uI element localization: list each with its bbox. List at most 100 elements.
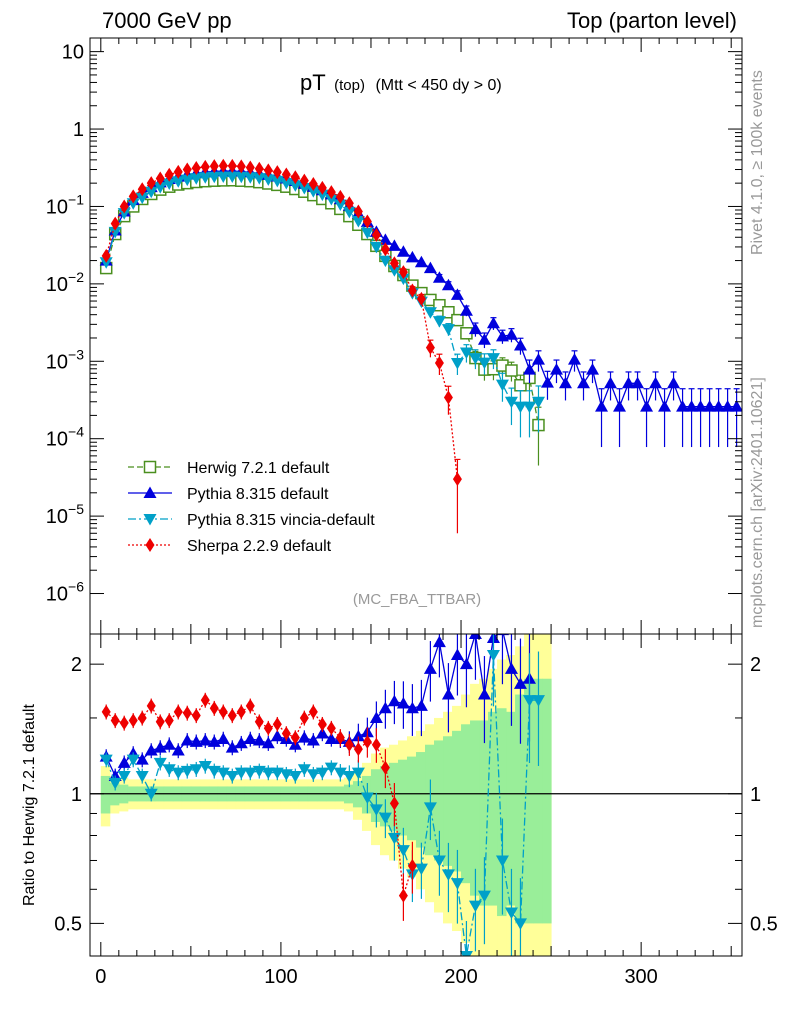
data-point	[117, 208, 131, 220]
data-point	[432, 271, 446, 283]
ratio-point	[198, 733, 212, 746]
ratio-point	[243, 732, 257, 745]
data-point	[531, 396, 545, 409]
ratio-point	[414, 699, 428, 711]
ratio-point	[432, 855, 446, 867]
data-point	[119, 199, 129, 214]
legend-entry: Herwig 7.2.1 default	[128, 460, 330, 477]
series-line	[105, 175, 539, 408]
main-data-layer	[99, 158, 742, 534]
data-point	[324, 193, 338, 206]
ratio-point	[297, 764, 311, 776]
ratio-point	[263, 721, 273, 736]
data-point	[396, 273, 410, 286]
data-point	[317, 180, 327, 195]
data-point	[306, 186, 320, 198]
ratio-point	[281, 726, 291, 741]
legend-marker	[143, 514, 157, 526]
data-point	[504, 328, 518, 340]
ratio-point	[450, 878, 464, 890]
data-point	[198, 172, 212, 184]
ratio-point	[200, 693, 210, 708]
ratio-point	[504, 907, 518, 919]
ratio-point	[297, 731, 311, 743]
data-point	[164, 167, 174, 182]
ratio-point	[468, 634, 482, 639]
data-point	[504, 396, 518, 409]
data-point	[531, 353, 545, 365]
side-source: mcplots.cern.ch [arXiv:2401.10621]	[749, 377, 766, 628]
data-point	[414, 255, 428, 268]
ratio-y-tick-label-right: 2	[750, 654, 761, 676]
data-point	[432, 316, 446, 328]
band-inner	[470, 720, 480, 896]
data-point	[344, 196, 354, 211]
data-point	[351, 215, 365, 228]
ratio-point	[236, 704, 246, 719]
band-inner	[515, 694, 525, 924]
data-point	[387, 239, 401, 251]
y-tick-label: 1	[73, 119, 84, 141]
ratio-point	[344, 737, 354, 752]
data-point	[162, 178, 176, 190]
data-point	[155, 171, 165, 186]
data-point	[137, 182, 147, 197]
ratio-point	[117, 770, 131, 783]
data-point	[326, 185, 336, 200]
series-2	[99, 171, 545, 438]
ratio-point	[261, 767, 275, 780]
data-point	[207, 171, 221, 184]
ratio-point	[362, 734, 372, 749]
ratio-point	[369, 804, 383, 816]
ratio-point	[180, 733, 194, 746]
data-point	[658, 400, 672, 412]
ratio-y-tick-label-right: 1	[750, 784, 761, 806]
data-point	[389, 256, 399, 271]
data-point	[290, 170, 300, 185]
ratio-point	[459, 657, 473, 670]
ratio-point	[396, 697, 410, 709]
data-point	[315, 189, 329, 202]
ratio-point	[162, 764, 176, 776]
ratio-point	[513, 918, 527, 930]
x-tick-label: 300	[624, 966, 657, 988]
plot-title-cut: (Mtt < 450 dy > 0)	[375, 77, 501, 94]
data-point	[640, 400, 654, 412]
series-3	[101, 158, 462, 534]
ratio-point	[108, 777, 122, 790]
y-tick-label: 10−4	[46, 424, 84, 451]
ratio-point	[270, 729, 284, 742]
data-point	[459, 347, 473, 359]
data-point	[128, 189, 138, 204]
ratio-point	[243, 767, 257, 780]
plot-title: pT (top) (Mtt < 450 dy > 0)	[300, 70, 502, 95]
data-point	[604, 376, 618, 389]
ratio-point	[315, 727, 329, 739]
ratio-point	[173, 704, 183, 719]
data-point	[433, 298, 446, 312]
data-point	[144, 186, 158, 199]
ratio-point	[252, 733, 266, 746]
ratio-point	[477, 688, 491, 700]
y-tick-label: 10−3	[46, 346, 84, 373]
data-point	[405, 250, 419, 263]
ratio-point	[234, 767, 248, 780]
ratio-point	[459, 951, 473, 956]
data-point	[486, 353, 500, 365]
data-point	[263, 163, 273, 178]
ratio-point	[353, 742, 363, 757]
ratio-point	[333, 767, 347, 780]
data-point	[522, 363, 536, 375]
band-inner	[533, 678, 543, 924]
data-point	[333, 199, 347, 211]
ratio-point	[387, 694, 401, 707]
data-point	[513, 401, 527, 414]
data-point	[522, 401, 536, 414]
ratio-point	[407, 858, 417, 873]
y-tick-label: 10−5	[46, 501, 84, 528]
data-point	[451, 313, 464, 327]
ratio-point	[128, 713, 138, 728]
ratio-point	[441, 688, 455, 700]
data-point	[297, 183, 311, 195]
ratio-point	[162, 738, 176, 750]
